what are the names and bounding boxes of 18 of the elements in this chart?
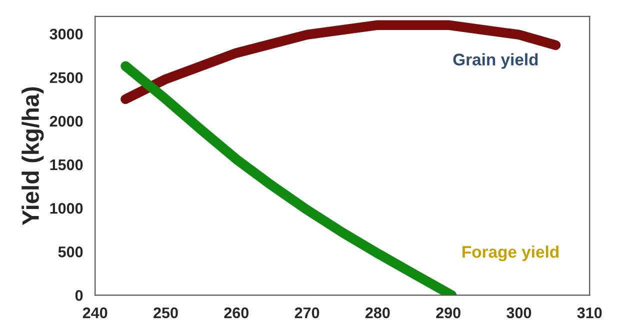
x-tick-label: 310 (577, 307, 602, 318)
x-tick-label: 270 (294, 307, 320, 318)
x-tick-label: 250 (154, 307, 178, 318)
x-tick-label: 280 (365, 307, 390, 318)
x-tick-label: 240 (82, 307, 108, 318)
y-tick-label: 500 (58, 246, 83, 258)
x-tick-label: 300 (506, 307, 532, 318)
x-tick-label: 290 (436, 307, 460, 318)
y-tick-label: 0 (75, 290, 83, 301)
y-axis-title: Yield (kg/ha) (22, 87, 44, 226)
x-tick-label: 260 (224, 307, 249, 318)
y-tick-label: 2000 (50, 116, 83, 127)
y-tick-label: 3000 (50, 28, 83, 40)
y-tick-label: 1000 (50, 202, 83, 214)
y-tick-label: 1500 (50, 159, 83, 170)
y-tick-label: 2500 (50, 72, 83, 84)
series-label: Grain yield (453, 53, 538, 69)
text: Forage yield (462, 246, 558, 262)
